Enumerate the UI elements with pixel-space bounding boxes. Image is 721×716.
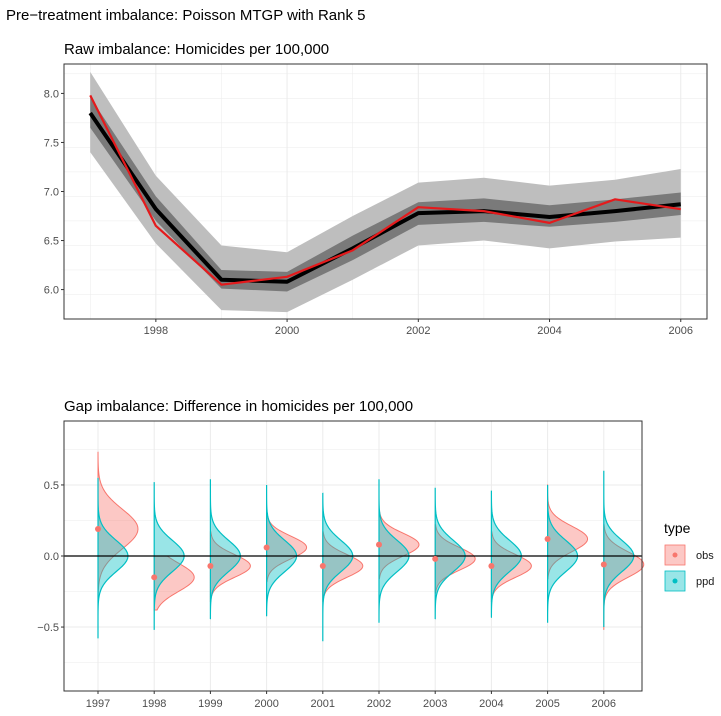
obs-density-2001 <box>322 531 364 602</box>
obs-point-1999 <box>207 562 214 569</box>
gap-y-axis: −0.5 0.0 0.5 <box>37 480 64 634</box>
obs-point-1998 <box>151 574 158 581</box>
legend-point-ppd <box>672 578 678 584</box>
gap-densities <box>97 451 645 642</box>
ppd-density-2002 <box>378 479 410 623</box>
x-tick-label: 2003 <box>423 698 447 710</box>
ppd-density-1997 <box>97 477 129 639</box>
raw-y-axis: 6.0 6.5 7.0 7.5 8.0 <box>44 88 64 297</box>
obs-point-2004 <box>488 562 495 569</box>
x-tick-label: 2000 <box>254 698 278 710</box>
ppd-density-2004 <box>490 490 523 619</box>
gap-imbalance-chart: Gap imbalance: Difference in homicides p… <box>37 398 645 710</box>
obs-density-2000 <box>266 514 308 583</box>
ppd-density-2006 <box>603 470 635 628</box>
legend-point-obs <box>672 552 678 558</box>
x-tick-label: 1998 <box>144 325 168 337</box>
obs-point-2000 <box>263 544 270 551</box>
y-tick-label: 7.0 <box>44 187 59 199</box>
x-tick-label: 2002 <box>406 325 430 337</box>
x-tick-label: 2004 <box>479 698 503 710</box>
y-tick-label: 8.0 <box>44 88 59 100</box>
obs-density-1997 <box>97 451 139 603</box>
x-tick-label: 2000 <box>275 325 299 337</box>
obs-density-1998 <box>153 555 195 611</box>
x-tick-label: 1999 <box>198 698 222 710</box>
x-tick-label: 2006 <box>592 698 616 710</box>
y-tick-label: 0.5 <box>44 480 59 492</box>
x-tick-label: 1998 <box>142 698 166 710</box>
x-tick-label: 2004 <box>537 325 561 337</box>
obs-point-2002 <box>376 541 382 548</box>
x-tick-label: 1997 <box>86 698 110 710</box>
ppd-density-2005 <box>547 484 579 623</box>
obs-point-2003 <box>432 555 439 562</box>
observed-line <box>89 94 681 286</box>
obs-point-2005 <box>544 535 551 542</box>
raw-chart-title: Raw imbalance: Homicides per 100,000 <box>64 41 329 58</box>
y-tick-label: 7.5 <box>44 137 59 149</box>
legend: type obs ppd <box>664 520 714 592</box>
obs-density-2004 <box>490 531 532 602</box>
posterior-mean-line <box>88 111 681 284</box>
outer-interval-band <box>90 71 681 313</box>
raw-x-axis: 1998 2000 2002 2004 2006 <box>144 319 693 337</box>
y-tick-label: −0.5 <box>37 622 59 634</box>
x-tick-label: 2001 <box>311 698 335 710</box>
gap-chart-title: Gap imbalance: Difference in homicides p… <box>64 398 413 415</box>
ppd-density-2000 <box>266 484 298 617</box>
y-tick-label: 6.5 <box>44 236 59 248</box>
obs-point-2001 <box>319 562 326 569</box>
x-tick-label: 2002 <box>367 698 391 710</box>
raw-imbalance-chart: Raw imbalance: Homicides per 100,000 199… <box>44 41 708 337</box>
page-title: Pre−treatment imbalance: Poisson MTGP wi… <box>6 7 365 24</box>
x-tick-label: 2005 <box>535 698 559 710</box>
x-tick-label: 2006 <box>669 325 693 337</box>
obs-density-2003 <box>434 524 476 594</box>
ppd-density-2001 <box>322 492 354 642</box>
obs-point-1997 <box>95 526 101 532</box>
legend-label-ppd: ppd <box>696 576 714 588</box>
obs-density-1999 <box>209 531 251 602</box>
raw-intervals <box>90 71 681 313</box>
gap-x-axis: 1997 1998 1999 2000 2001 2002 2003 2004 2005 2006 <box>86 691 616 710</box>
raw-gridlines <box>64 64 707 320</box>
legend-title: type <box>664 520 691 536</box>
obs-density-2002 <box>378 511 420 580</box>
legend-label-obs: obs <box>696 550 714 562</box>
ppd-density-2003 <box>434 487 466 620</box>
y-tick-label: 6.0 <box>44 285 59 297</box>
y-tick-label: 0.0 <box>44 551 59 563</box>
ppd-density-1999 <box>209 479 242 620</box>
obs-point-2006 <box>600 561 607 568</box>
raw-series <box>88 94 681 286</box>
observed-gap-points <box>95 526 607 581</box>
